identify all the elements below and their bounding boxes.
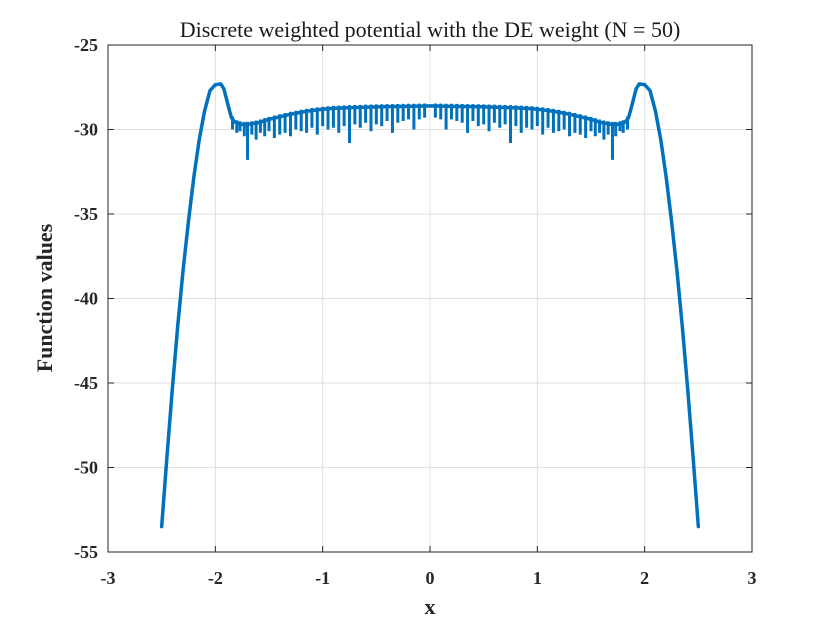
plot-area-frame xyxy=(107,44,753,553)
y-axis-label: Function values xyxy=(32,223,57,372)
chart-title: Discrete weighted potential with the DE … xyxy=(180,17,681,42)
x-tick-label: -3 xyxy=(101,568,116,588)
y-tick-label: -55 xyxy=(74,542,98,562)
x-axis-label: x xyxy=(425,594,436,619)
y-tick-label: -35 xyxy=(74,204,98,224)
x-tick-label: 3 xyxy=(748,568,757,588)
x-tick-label: 1 xyxy=(533,568,542,588)
x-tick-label: -2 xyxy=(208,568,223,588)
y-tick-labels: -55 -50 -45 -40 -35 -30 -25 xyxy=(74,35,98,562)
data-series-line xyxy=(159,82,701,529)
y-tick-label: -40 xyxy=(74,289,98,309)
y-tick-label: -50 xyxy=(74,458,98,478)
x-tick-labels: -3 -2 -1 0 1 2 3 xyxy=(101,568,757,588)
grid xyxy=(107,44,753,553)
y-tick-label: -30 xyxy=(74,120,98,140)
x-tick-label: -1 xyxy=(315,568,330,588)
data-spikes xyxy=(231,103,629,160)
y-tick-label: -25 xyxy=(74,35,98,55)
x-tick-label: 0 xyxy=(426,568,435,588)
y-tick-label: -45 xyxy=(74,373,98,393)
x-tick-label: 2 xyxy=(640,568,649,588)
